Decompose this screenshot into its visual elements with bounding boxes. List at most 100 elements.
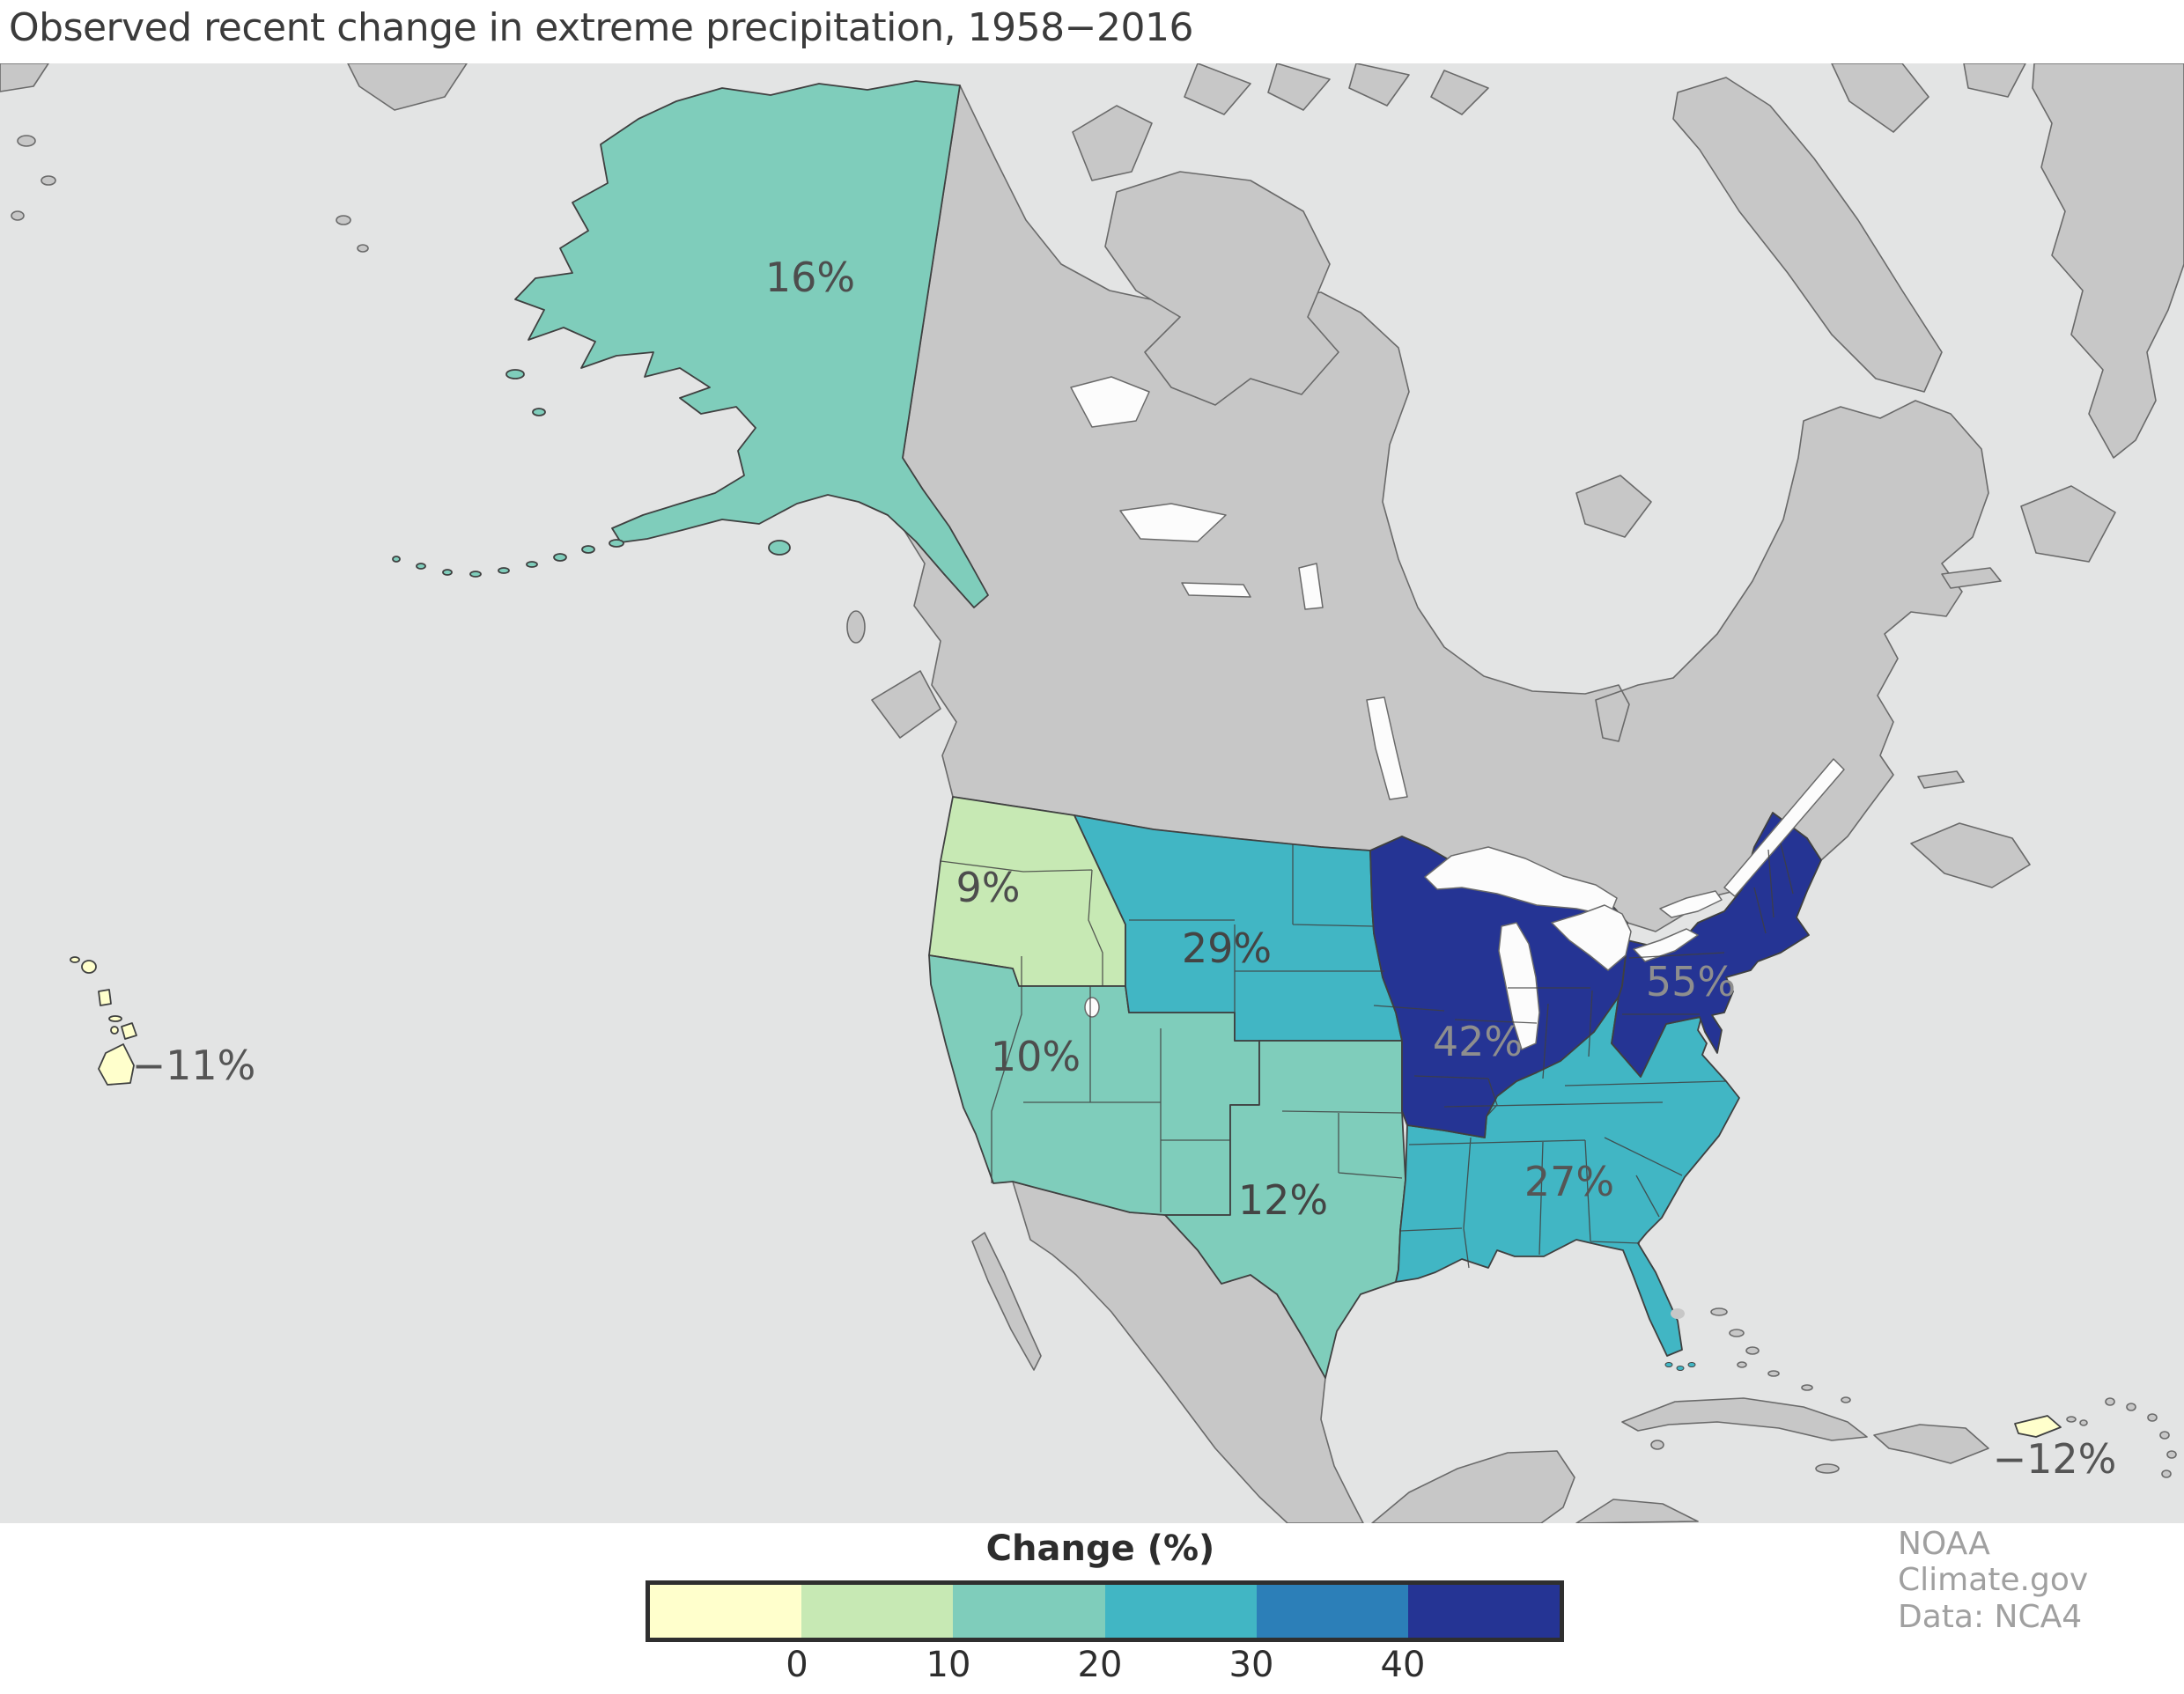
arctic-island-1 (1184, 63, 1251, 115)
hawaii-maui (121, 1022, 137, 1040)
legend-tick-40: 40 (1380, 1645, 1426, 1685)
bering-island-4 (336, 215, 351, 225)
lake-winnipeg (1366, 696, 1408, 800)
reindeer-lake (1298, 563, 1324, 610)
anticosti-island (1941, 567, 2002, 589)
hispaniola (1873, 1424, 1989, 1464)
bahamas-4 (1737, 1361, 1747, 1368)
isle-of-youth (1650, 1440, 1664, 1450)
state-borders (940, 843, 1794, 1269)
label-alaska: 16% (764, 254, 856, 301)
st-lawrence-river (1723, 758, 1845, 897)
aleutian-2 (581, 545, 595, 554)
aleutian-8 (416, 563, 426, 570)
prince-edward-island (1917, 770, 1965, 789)
legend-tick-0: 0 (786, 1645, 808, 1685)
siberia-edge (0, 63, 49, 92)
figure-title: Observed recent change in extreme precip… (9, 5, 1193, 50)
legend-tick-10: 10 (926, 1645, 971, 1685)
legend-tick-30: 30 (1228, 1645, 1274, 1685)
legend-segment-0-10 (801, 1585, 954, 1638)
attribution-source: NOAA Climate.gov (1898, 1526, 2089, 1599)
legend-title: Change (%) (985, 1528, 1215, 1569)
haida-gwaii (846, 610, 866, 644)
bahamas-5 (1767, 1370, 1780, 1377)
region-alaska (514, 80, 989, 608)
lakes-group (1070, 376, 1845, 1050)
devon-island (1831, 63, 1929, 133)
bahamas-2 (1729, 1329, 1745, 1337)
hawaii-islands (70, 956, 137, 1086)
aleutian-4 (526, 561, 538, 568)
hawaii-molokai (108, 1015, 122, 1022)
lake-huron (1551, 904, 1632, 971)
aleutian-9 (392, 556, 401, 563)
greenland (2032, 63, 2184, 459)
vancouver-island (871, 670, 941, 739)
lesser-antilles-1 (2105, 1397, 2115, 1406)
hawaii-oahu (98, 989, 112, 1006)
legend-colorbar (646, 1580, 1564, 1642)
label-midwest: 42% (1432, 1018, 1524, 1065)
label-caribbean: −12% (1992, 1435, 2117, 1483)
florida-key-1 (1664, 1362, 1673, 1367)
newfoundland (2020, 485, 2116, 563)
bahamas-6 (1801, 1384, 1813, 1391)
bering-island-5 (357, 244, 369, 253)
wrangel-island (347, 63, 468, 111)
yucatan (1371, 1450, 1575, 1523)
arctic-island-2 (1267, 63, 1331, 111)
lake-okeechobee (1671, 1308, 1685, 1319)
bering-island-3 (11, 210, 25, 221)
us-regions-group (70, 80, 2062, 1438)
baja-california (971, 1232, 1042, 1371)
lake-superior (1424, 846, 1618, 917)
southampton-island (1575, 475, 1652, 538)
legend-segment-above-40 (1407, 1585, 1561, 1638)
label-southeast: 27% (1524, 1158, 1615, 1205)
hawaii-niihau (70, 956, 80, 963)
label-southern-great-plains: 12% (1237, 1176, 1329, 1224)
jamaica (1815, 1463, 1840, 1474)
hawaii-big-island (98, 1043, 135, 1086)
bahamas-1 (1710, 1307, 1728, 1316)
lesser-antilles-4 (2159, 1431, 2170, 1440)
great-bear-lake (1070, 376, 1150, 428)
label-hawaii: −11% (131, 1042, 256, 1089)
aleutian-1 (609, 539, 624, 548)
legend-ticks: 0 10 20 30 40 (646, 1645, 1555, 1689)
aleutian-6 (469, 571, 482, 578)
label-northwest: 9% (956, 864, 1021, 911)
turks-caicos (1841, 1396, 1851, 1403)
lesser-antilles-5 (2166, 1450, 2177, 1459)
virgin-islands-1 (2066, 1416, 2077, 1423)
arctic-island-4 (1430, 70, 1489, 115)
region-caribbean-puerto-rico (2014, 1415, 2062, 1438)
attribution: NOAA Climate.gov Data: NCA4 (1898, 1526, 2184, 1635)
legend-segment-30-40 (1256, 1585, 1408, 1638)
baffin-island (1672, 77, 1943, 393)
virgin-islands-2 (2079, 1419, 2088, 1426)
great-salt-lake (1084, 997, 1100, 1018)
legend-segment-below-0 (650, 1585, 802, 1638)
attribution-data-note: Data: NCA4 (1898, 1598, 2083, 1635)
lesser-antilles-3 (2147, 1413, 2158, 1422)
label-southwest: 10% (990, 1033, 1081, 1080)
nova-scotia (1910, 822, 2031, 888)
legend-segment-10-20 (953, 1585, 1105, 1638)
lesser-antilles-6 (2161, 1469, 2172, 1478)
florida-key-3 (1687, 1362, 1696, 1367)
florida-key-2 (1676, 1366, 1685, 1371)
cuba (1621, 1397, 1868, 1441)
kodiak-island (768, 540, 791, 556)
great-slave-lake (1119, 503, 1227, 542)
map-area: 16% 9% 10% 29% 12% 42% 27% 55% −11% −12% (0, 63, 2184, 1523)
lesser-antilles-2 (2126, 1403, 2136, 1411)
other-land-group (0, 63, 2184, 1523)
hawaii-kauai (81, 960, 97, 974)
north-america-map (0, 63, 2184, 1523)
bering-island-1 (17, 135, 36, 147)
arctic-island-3 (1348, 63, 1410, 107)
lake-michigan (1498, 922, 1540, 1050)
